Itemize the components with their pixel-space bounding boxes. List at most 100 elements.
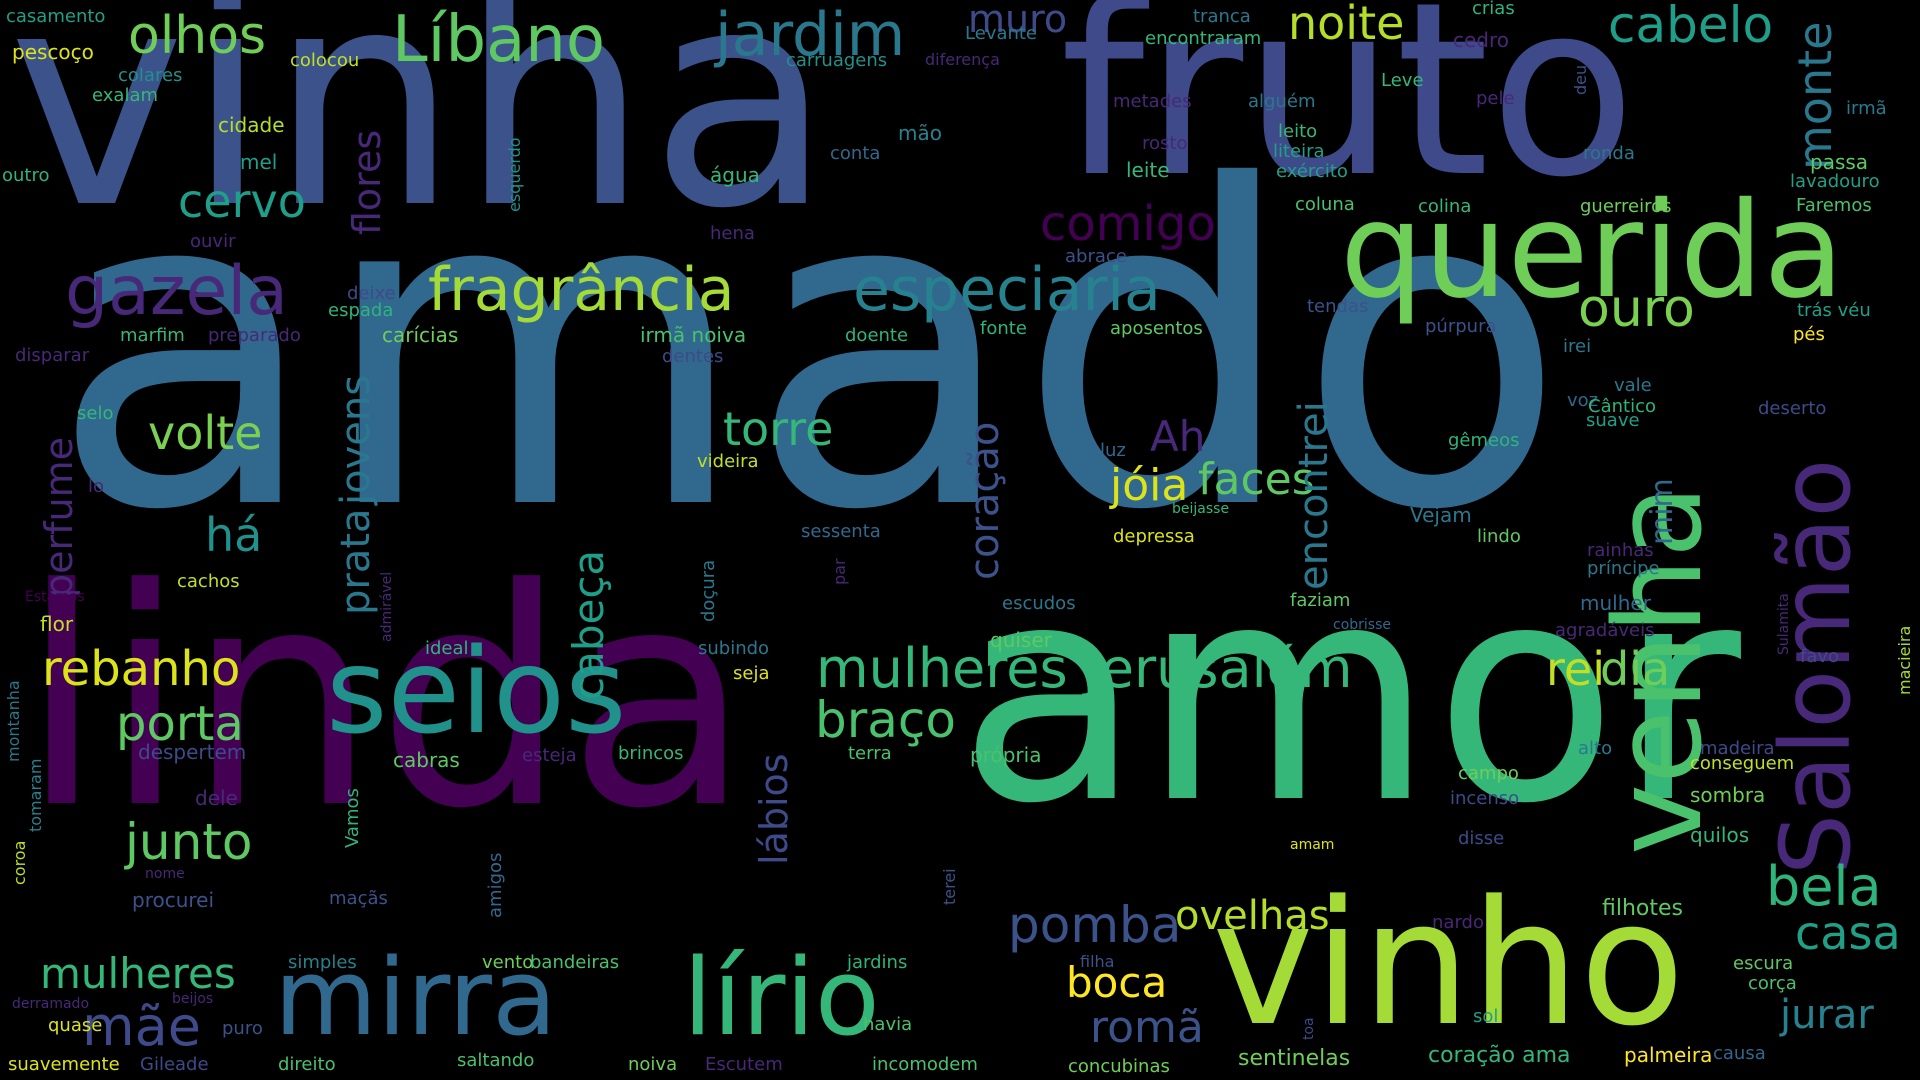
- cloud-word: crias: [1472, 0, 1515, 19]
- cloud-word: dia: [1600, 642, 1671, 696]
- cloud-word: havia: [863, 1014, 913, 1035]
- cloud-word: junto: [125, 813, 253, 871]
- cloud-word: filhotes: [1602, 896, 1683, 921]
- cloud-word: leito: [1278, 121, 1318, 142]
- cloud-word: romã: [1090, 1002, 1204, 1053]
- cloud-word: colina: [1418, 196, 1472, 217]
- cloud-word: mãe: [82, 995, 201, 1058]
- cloud-word: cervo: [178, 174, 306, 228]
- cloud-word: sombra: [1690, 783, 1766, 807]
- cloud-word: despertem: [138, 740, 247, 764]
- cloud-word: puro: [222, 1018, 263, 1039]
- cloud-word: Vejam: [1410, 503, 1472, 527]
- cloud-word: noite: [1288, 0, 1405, 50]
- cloud-word: noiva: [628, 1054, 678, 1075]
- cloud-word: jovens: [333, 374, 379, 505]
- cloud-word: agradáveis: [1555, 620, 1655, 641]
- cloud-word: Leve: [1381, 70, 1424, 91]
- cloud-word: luz: [1100, 440, 1126, 461]
- cloud-word: voz: [1567, 390, 1599, 411]
- cloud-word: coração ama: [1428, 1043, 1571, 1068]
- cloud-word: aposentos: [1110, 318, 1203, 339]
- cloud-word: rainhas: [1587, 540, 1654, 561]
- cloud-word: volte: [148, 406, 263, 460]
- cloud-word: rei: [1546, 642, 1605, 696]
- cloud-word: dele: [195, 786, 238, 810]
- cloud-word: mim: [1645, 478, 1680, 545]
- cloud-word: linda: [20, 525, 752, 874]
- cloud-word: outro: [2, 165, 50, 186]
- cloud-word: suavemente: [8, 1054, 120, 1075]
- cloud-word: casamento: [6, 6, 106, 27]
- cloud-word: marfim: [120, 325, 185, 346]
- cloud-word: videira: [697, 451, 759, 472]
- cloud-word: deserto: [1758, 398, 1827, 419]
- cloud-word: tendas: [1307, 296, 1369, 317]
- cloud-word: irei: [1563, 336, 1592, 357]
- cloud-word: monte: [1788, 21, 1842, 170]
- cloud-word: admirável: [379, 571, 395, 642]
- cloud-word: alguém: [1248, 91, 1316, 112]
- cloud-word: carícias: [382, 323, 459, 347]
- cloud-word: casa: [1795, 906, 1901, 960]
- cloud-word: brincos: [618, 743, 684, 764]
- cloud-word: faces: [1198, 454, 1315, 505]
- cloud-word: jardim: [715, 0, 906, 70]
- cloud-word: esteja: [522, 745, 577, 766]
- cloud-word: jardins: [847, 952, 908, 973]
- cloud-word: perfume: [37, 437, 81, 598]
- cloud-word: colares: [118, 65, 183, 86]
- cloud-word: lábios: [752, 753, 796, 865]
- cloud-word: pele: [1476, 88, 1515, 109]
- cloud-word: ovelhas: [1175, 893, 1330, 939]
- cloud-word: cabras: [393, 748, 460, 772]
- cloud-word: subindo: [698, 638, 770, 659]
- cloud-word: palmeira: [1624, 1043, 1713, 1067]
- cloud-word: jurar: [1780, 992, 1874, 1038]
- cloud-word: toa: [1301, 1017, 1317, 1040]
- cloud-word: carruagens: [786, 50, 888, 71]
- cloud-word: amigos: [485, 852, 506, 918]
- cloud-word: coroa: [10, 840, 29, 885]
- cloud-word: Vamos: [342, 788, 363, 848]
- cloud-word: alto: [1578, 738, 1613, 759]
- cloud-word: exército: [1276, 161, 1348, 182]
- cloud-word: água: [710, 163, 760, 187]
- cloud-word: querida: [1340, 174, 1845, 328]
- cloud-word: sentinelas: [1238, 1046, 1351, 1071]
- cloud-word: dentes: [662, 346, 724, 367]
- cloud-word: macieira: [1895, 625, 1914, 695]
- cloud-word: maçãs: [329, 888, 388, 909]
- cloud-word: Ah: [1150, 412, 1206, 461]
- cloud-word: muro: [968, 0, 1068, 41]
- cloud-word: cedro: [1453, 28, 1510, 52]
- cloud-word: cachos: [177, 571, 240, 592]
- cloud-word: cobrisse: [1333, 617, 1391, 633]
- cloud-word: Escutem: [705, 1054, 783, 1075]
- cloud-word: tranca: [1193, 6, 1251, 27]
- cloud-word: favo: [1800, 646, 1840, 667]
- cloud-word: irmã: [1846, 98, 1887, 119]
- cloud-word: colocou: [290, 50, 360, 71]
- cloud-word: guerreiros: [1580, 196, 1672, 217]
- cloud-word: lírio: [683, 936, 880, 1059]
- cloud-word: pescoço: [12, 40, 94, 64]
- cloud-word: quilos: [1690, 823, 1750, 847]
- cloud-word: há: [205, 508, 263, 562]
- cloud-word: incenso: [1450, 788, 1520, 809]
- cloud-word: diferença: [925, 50, 1000, 69]
- cloud-word: incomodem: [872, 1054, 978, 1075]
- cloud-word: beijasse: [1172, 501, 1230, 517]
- cloud-word: passa: [1810, 150, 1869, 174]
- cloud-word: prata: [333, 508, 379, 615]
- cloud-word: causa: [1713, 1043, 1766, 1064]
- cloud-word: vento: [482, 952, 534, 973]
- cloud-word: amado: [50, 94, 1567, 606]
- cloud-word: disse: [1458, 828, 1505, 849]
- cloud-word: nome: [145, 866, 185, 882]
- cloud-word: seja: [733, 663, 770, 684]
- cloud-word: bandeiras: [530, 952, 620, 973]
- cloud-word: corça: [1748, 973, 1797, 994]
- cloud-word: encontrei: [1291, 401, 1337, 590]
- cloud-word: deixe: [347, 283, 396, 304]
